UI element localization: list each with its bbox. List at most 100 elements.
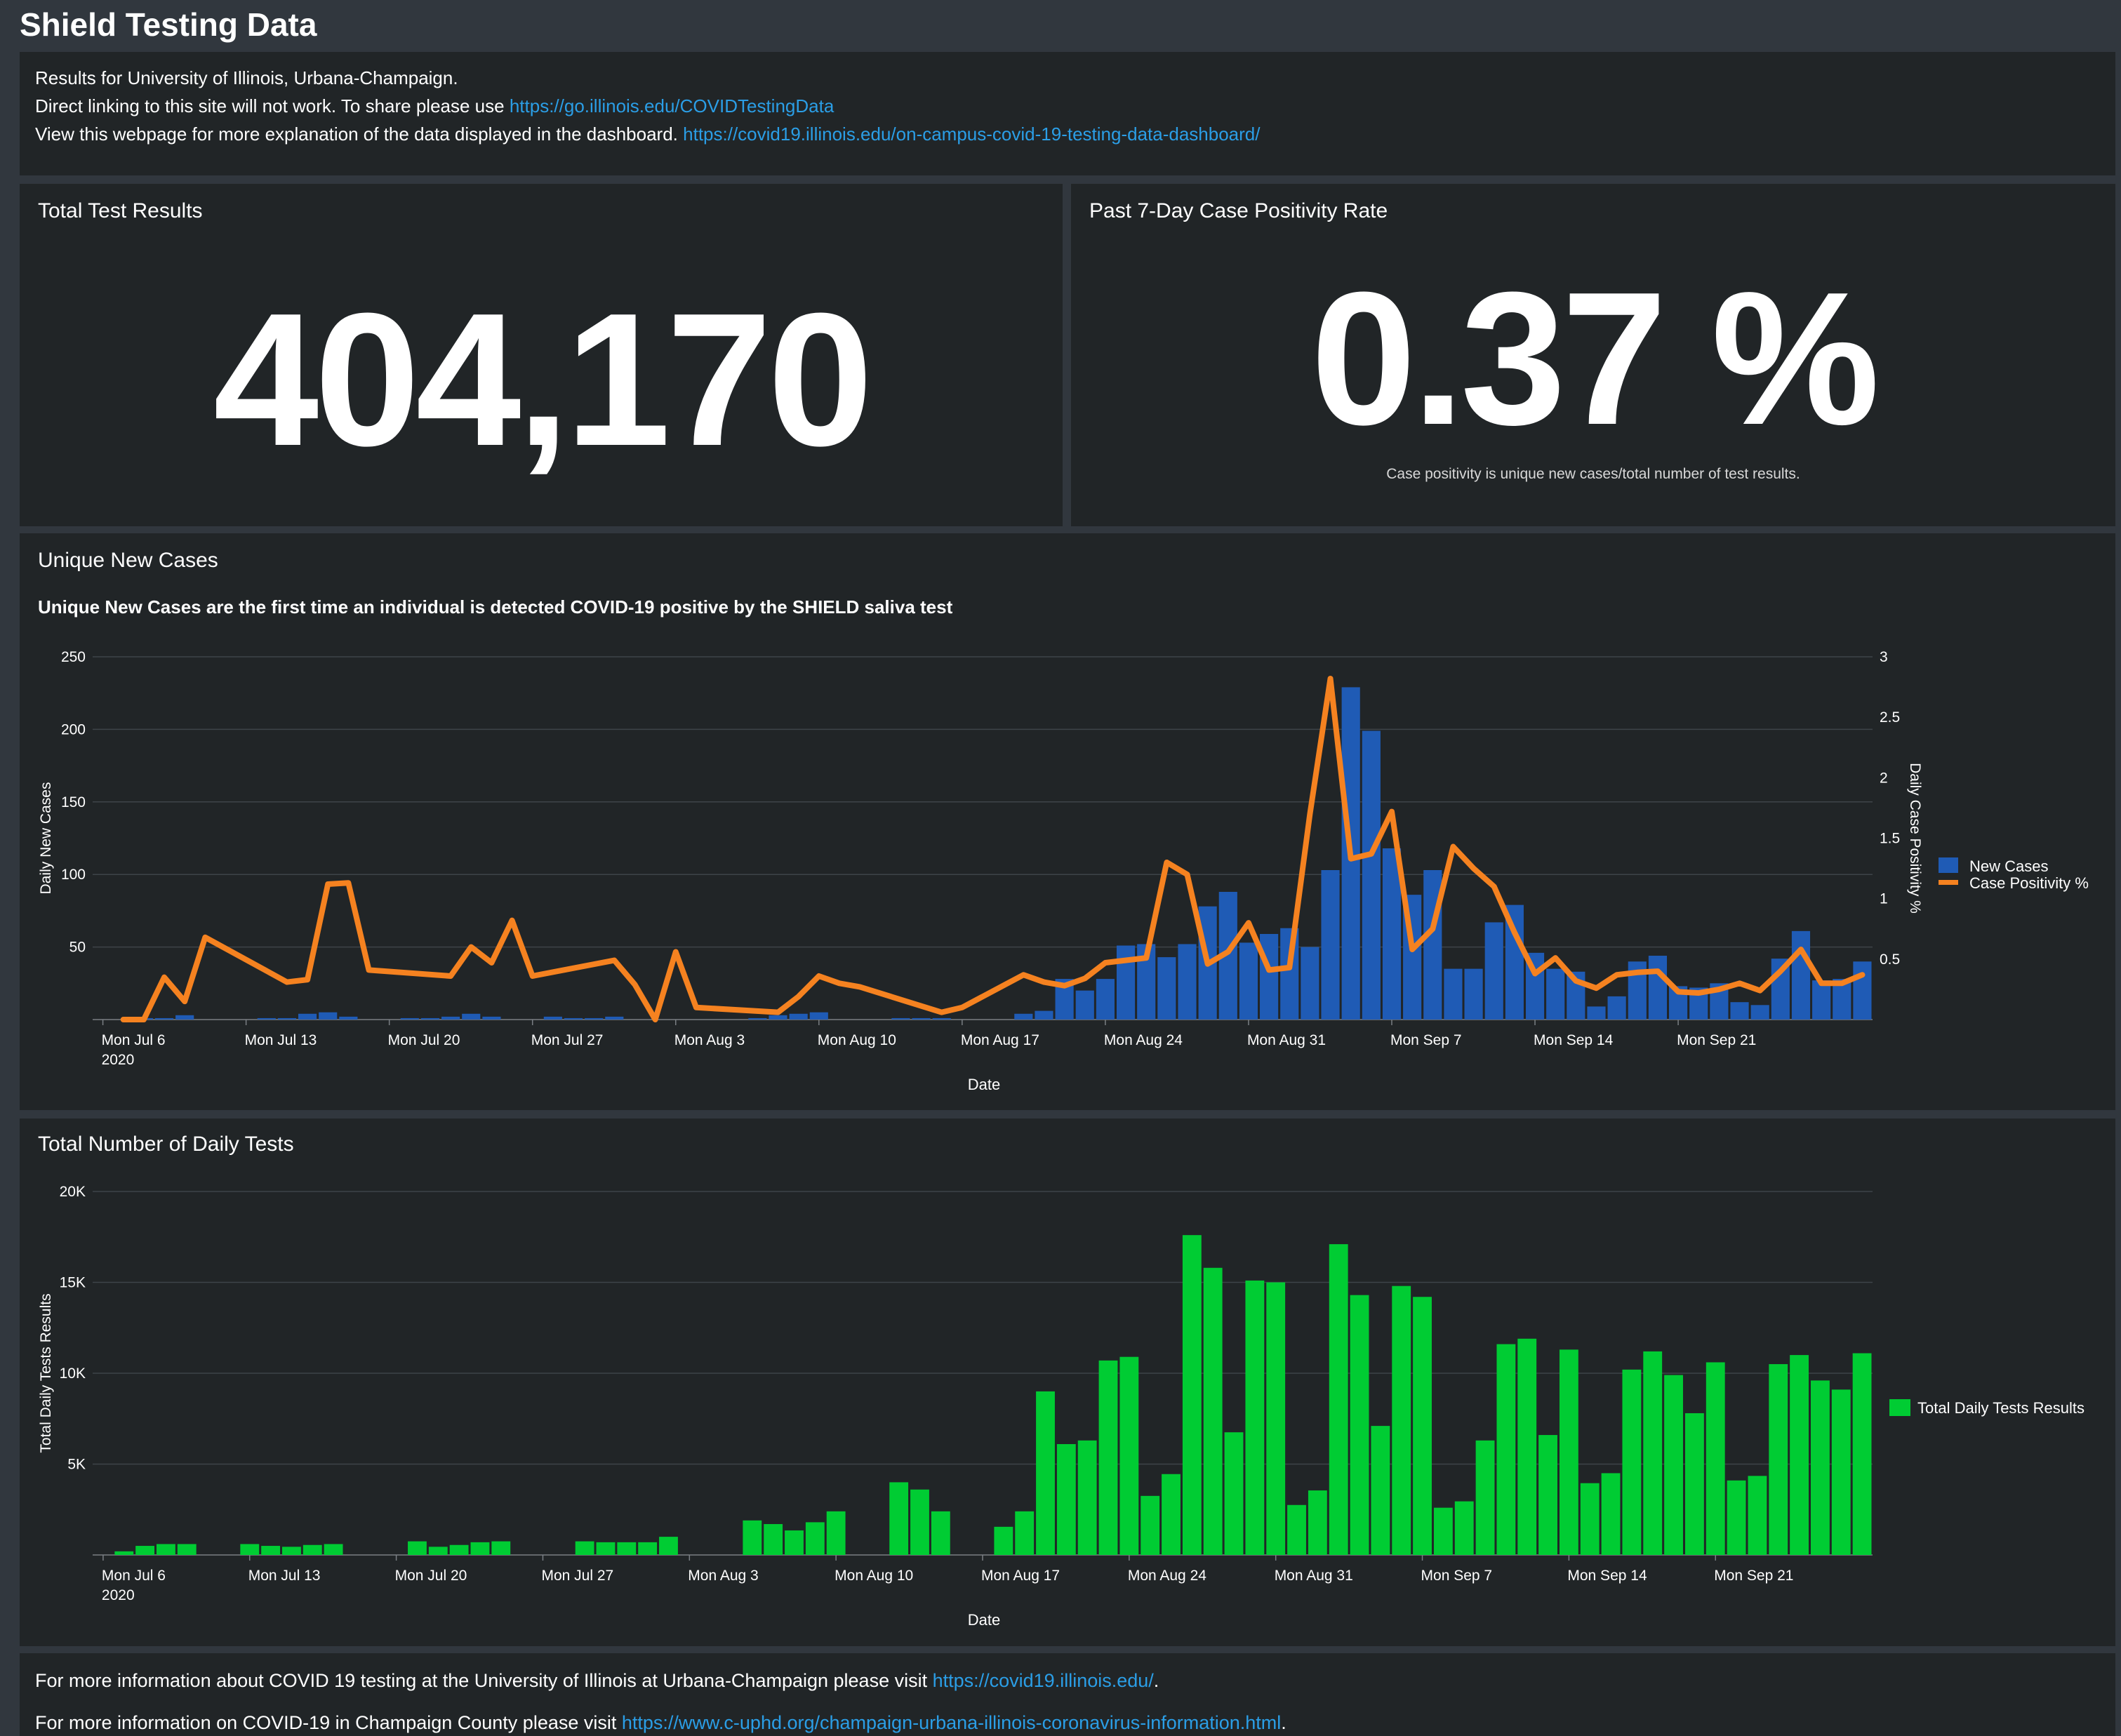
explanation-link[interactable]: https://covid19.illinois.edu/on-campus-c… — [683, 123, 1261, 145]
bar — [1119, 1356, 1139, 1555]
x-tick-label: Mon Aug 31 — [1275, 1568, 1353, 1584]
bar — [1706, 1362, 1725, 1555]
bar — [1362, 730, 1381, 1020]
bar — [1382, 848, 1402, 1020]
info-panel: Results for University of Illinois, Urba… — [20, 52, 2115, 175]
positivity-line — [120, 676, 1866, 1022]
bar — [1096, 979, 1115, 1020]
bar — [1852, 1353, 1872, 1555]
bar — [1056, 1444, 1076, 1555]
bar — [449, 1544, 469, 1555]
footer-line-1: For more information about COVID 19 test… — [35, 1670, 1159, 1692]
bar — [585, 1017, 604, 1020]
bar — [769, 1015, 787, 1020]
bar — [1812, 980, 1831, 1020]
bar — [1162, 1474, 1181, 1555]
legend-label-new-cases: New Cases — [1969, 857, 2048, 875]
y-tick-label: 250 — [61, 649, 86, 665]
bar — [482, 1016, 501, 1020]
bar — [1664, 1375, 1683, 1555]
y-tick-label: 50 — [69, 940, 86, 956]
bar — [931, 1511, 950, 1555]
y-tick-label: 20K — [60, 1184, 86, 1200]
bar — [1098, 1360, 1118, 1555]
legend-swatch-new-cases — [1939, 857, 1958, 873]
bar — [891, 1017, 910, 1020]
legend-label-daily-tests: Total Daily Tests Results — [1917, 1399, 2085, 1417]
share-link[interactable]: https://go.illinois.edu/COVIDTestingData — [509, 95, 835, 116]
bar — [154, 1017, 174, 1020]
bar — [1601, 1473, 1621, 1555]
cuphd-link[interactable]: https://www.c-uphd.org/champaign-urbana-… — [621, 1712, 1282, 1733]
bar — [1607, 996, 1626, 1020]
bar — [543, 1016, 562, 1020]
bar — [575, 1541, 594, 1555]
bar — [1413, 1297, 1432, 1555]
info-line-3-text: View this webpage for more explanation o… — [35, 123, 684, 145]
new-cases-subtitle: Unique New Cases are the first time an i… — [38, 596, 953, 617]
bar — [1444, 968, 1463, 1020]
x-tick-label: Mon Sep 21 — [1714, 1568, 1793, 1584]
bar — [441, 1016, 460, 1020]
positivity-value: 0.37 % — [1310, 253, 1880, 465]
bar — [1684, 1413, 1704, 1555]
positivity-note: Case positivity is unique new cases/tota… — [1386, 466, 1800, 482]
bar — [1287, 1504, 1306, 1555]
bar — [638, 1542, 658, 1555]
daily-tests-panel: Total Number of Daily Tests 5K 10K 15K 20K M… — [20, 1119, 2115, 1646]
info-line-3: View this webpage for more explanation o… — [35, 123, 1260, 145]
bar — [932, 1017, 951, 1020]
x-tick-label: Mon Jul 13 — [248, 1568, 321, 1584]
total-tests-panel: Total Test Results 404,170 — [20, 184, 1063, 526]
y-tick-label: 200 — [61, 721, 86, 737]
bar — [1484, 922, 1503, 1020]
bar — [1157, 957, 1176, 1020]
bar — [1116, 945, 1136, 1020]
x-tick-label: Mon Jul 20 — [388, 1032, 460, 1048]
x-tick-label: Mon Aug 24 — [1104, 1032, 1183, 1048]
bar — [1035, 1010, 1053, 1020]
bar — [491, 1541, 511, 1555]
y2-tick-label: 2.5 — [1880, 709, 1900, 726]
total-tests-value: 404,170 — [213, 274, 873, 486]
y2-tick-label: 1 — [1880, 891, 1888, 907]
bar — [1475, 1440, 1495, 1555]
bar — [1015, 1511, 1035, 1555]
dashboard-title: Shield Testing Data — [20, 6, 317, 43]
footer-line-2: For more information on COVID-19 in Cham… — [35, 1712, 1286, 1734]
y-tick-label: 150 — [61, 794, 86, 810]
positivity-title: Past 7-Day Case Positivity Rate — [1089, 199, 1388, 222]
bar — [564, 1017, 583, 1020]
bar — [994, 1526, 1013, 1555]
total-tests-title: Total Test Results — [38, 199, 203, 222]
bar — [257, 1017, 276, 1020]
bar — [1371, 1426, 1390, 1555]
bar — [400, 1017, 419, 1020]
bar — [1350, 1295, 1369, 1555]
x-tick-label: Mon Sep 14 — [1534, 1032, 1614, 1048]
bar — [748, 1017, 767, 1020]
y2-tick-label: 3 — [1880, 649, 1888, 665]
x-tick-label: Mon Aug 3 — [688, 1568, 758, 1584]
bar — [1266, 1282, 1286, 1555]
footer-line-2-end: . — [1281, 1712, 1286, 1733]
bar — [1546, 968, 1565, 1020]
bar — [1853, 961, 1872, 1020]
bar — [1280, 928, 1299, 1020]
positivity-panel: Past 7-Day Case Positivity Rate 0.37 % C… — [1071, 184, 2115, 526]
info-line-1: Results for University of Illinois, Urba… — [35, 67, 458, 88]
bar — [910, 1489, 929, 1555]
bar — [1329, 1244, 1348, 1555]
x-axis-title: Date — [968, 1611, 1000, 1629]
daily-tests-title: Total Number of Daily Tests — [38, 1133, 294, 1156]
x-tick-label: Mon Jul 27 — [541, 1568, 613, 1584]
bar — [1622, 1369, 1642, 1555]
bar — [1321, 869, 1340, 1020]
bar — [1454, 1501, 1474, 1555]
bar — [1769, 1364, 1788, 1555]
bar — [785, 1530, 804, 1555]
bar — [1643, 1351, 1663, 1555]
bar — [261, 1546, 281, 1555]
x-tick-label: Mon Jul 6 — [102, 1032, 166, 1048]
covid19-illinois-link[interactable]: https://covid19.illinois.edu/ — [932, 1670, 1154, 1691]
